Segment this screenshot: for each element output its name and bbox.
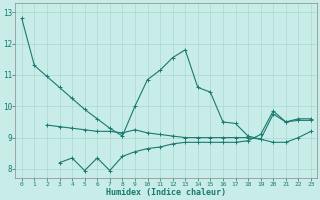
X-axis label: Humidex (Indice chaleur): Humidex (Indice chaleur) (106, 188, 226, 197)
